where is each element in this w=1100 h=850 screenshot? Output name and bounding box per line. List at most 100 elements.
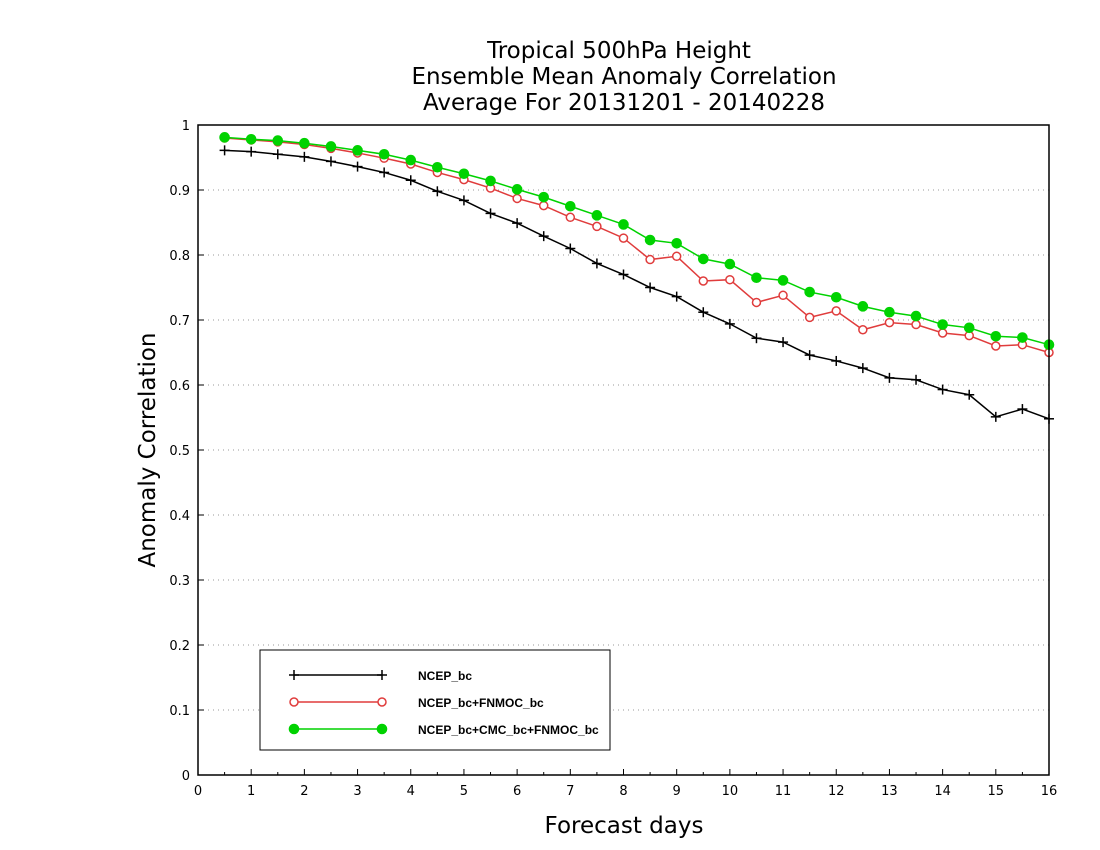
data-point-filled-circle bbox=[804, 286, 815, 298]
chart-title-line-3: Average For 20131201 - 20140228 bbox=[423, 90, 825, 116]
series-3 bbox=[219, 132, 1055, 351]
data-point-filled-circle bbox=[325, 141, 337, 152]
data-point-plus bbox=[884, 372, 895, 383]
x-axis-label: Forecast days bbox=[545, 813, 704, 839]
data-point-open-circle bbox=[937, 328, 948, 338]
data-point-filled-circle bbox=[378, 148, 390, 160]
data-point-plus bbox=[272, 149, 283, 160]
data-point-filled-circle bbox=[884, 306, 895, 318]
data-point-plus bbox=[289, 670, 299, 680]
data-point-open-circle bbox=[911, 319, 921, 330]
chart-title: Tropical 500hPa Height Ensemble Mean Ano… bbox=[411, 38, 836, 116]
data-point-filled-circle bbox=[485, 175, 496, 187]
data-point-plus bbox=[698, 307, 709, 318]
x-tick-label: 11 bbox=[775, 784, 792, 799]
series bbox=[219, 132, 1055, 424]
data-point-filled-circle bbox=[538, 191, 550, 203]
data-point-filled-circle bbox=[830, 291, 842, 303]
data-point-open-circle bbox=[884, 317, 895, 328]
axis-ticks bbox=[197, 124, 1050, 776]
x-tick-labels: 0 1 2 3 4 5 6 7 8 9 10 11 12 13 14 15 16 bbox=[194, 784, 1057, 799]
x-tick-label: 13 bbox=[881, 784, 898, 799]
legend-label: NCEP_bc+FNMOC_bc bbox=[418, 696, 544, 710]
data-point-plus bbox=[432, 186, 443, 197]
y-tick-label: 0.1 bbox=[169, 704, 190, 719]
data-point-plus bbox=[831, 355, 842, 366]
data-point-plus bbox=[246, 146, 257, 157]
x-tick-label: 8 bbox=[619, 784, 627, 799]
y-axis-label: Anomaly Correlation bbox=[135, 332, 161, 567]
data-point-open-circle bbox=[289, 697, 299, 707]
legend-entry: NCEP_bc bbox=[289, 669, 472, 683]
series-line bbox=[224, 136, 1050, 346]
data-point-filled-circle bbox=[857, 301, 869, 312]
data-point-filled-circle bbox=[511, 184, 523, 195]
data-point-open-circle bbox=[538, 200, 549, 211]
legend-entry: NCEP_bc+CMC_bc+FNMOC_bc bbox=[288, 723, 599, 737]
data-point-plus bbox=[591, 258, 602, 269]
data-point-filled-circle bbox=[565, 200, 576, 212]
y-tick-label: 0.4 bbox=[169, 509, 190, 524]
data-point-filled-circle bbox=[591, 210, 603, 221]
y-tick-label: 0.3 bbox=[169, 574, 190, 589]
data-point-plus bbox=[618, 269, 629, 280]
data-point-filled-circle bbox=[910, 310, 922, 322]
data-point-filled-circle bbox=[299, 137, 310, 149]
data-point-plus bbox=[671, 291, 682, 302]
data-point-plus bbox=[458, 195, 469, 206]
data-point-filled-circle bbox=[272, 135, 284, 146]
data-point-filled-circle bbox=[963, 322, 975, 334]
data-point-plus bbox=[937, 384, 948, 395]
x-tick-label: 4 bbox=[407, 784, 415, 799]
data-point-plus bbox=[325, 156, 336, 167]
x-tick-label: 2 bbox=[300, 784, 308, 799]
legend-label: NCEP_bc+CMC_bc+FNMOC_bc bbox=[418, 723, 599, 737]
data-point-plus bbox=[379, 167, 390, 178]
data-point-filled-circle bbox=[376, 723, 388, 735]
data-point-plus bbox=[964, 389, 975, 400]
x-tick-label: 10 bbox=[722, 784, 739, 799]
data-point-filled-circle bbox=[671, 238, 682, 249]
y-tick-label: 0 bbox=[182, 769, 190, 784]
data-point-open-circle bbox=[698, 276, 709, 286]
data-point-plus bbox=[724, 318, 735, 329]
chart-title-line-1: Tropical 500hPa Height bbox=[486, 38, 751, 64]
x-tick-label: 5 bbox=[460, 784, 468, 799]
data-point-filled-circle bbox=[618, 219, 629, 230]
data-point-open-circle bbox=[377, 697, 387, 707]
data-point-open-circle bbox=[751, 297, 762, 308]
data-point-open-circle bbox=[725, 274, 735, 285]
data-point-plus bbox=[538, 231, 549, 242]
data-point-plus bbox=[804, 350, 815, 361]
data-point-filled-circle bbox=[245, 134, 257, 145]
data-point-open-circle bbox=[831, 306, 841, 316]
data-point-plus bbox=[751, 333, 762, 344]
data-point-filled-circle bbox=[1017, 332, 1028, 343]
data-point-plus bbox=[911, 374, 922, 385]
x-tick-label: 7 bbox=[566, 784, 574, 799]
chart-title-line-2: Ensemble Mean Anomaly Correlation bbox=[411, 64, 836, 90]
grid bbox=[198, 189, 1049, 711]
legend-box bbox=[259, 649, 611, 751]
data-point-filled-circle bbox=[937, 319, 948, 330]
data-point-open-circle bbox=[778, 290, 788, 301]
data-point-open-circle bbox=[991, 341, 1001, 351]
data-point-plus bbox=[219, 145, 230, 156]
x-tick-label: 1 bbox=[247, 784, 255, 799]
data-point-plus bbox=[1017, 404, 1028, 415]
data-point-open-circle bbox=[645, 254, 655, 265]
data-point-plus bbox=[778, 337, 789, 348]
data-point-open-circle bbox=[592, 221, 602, 232]
y-tick-label: 0.2 bbox=[169, 639, 190, 654]
data-point-filled-circle bbox=[751, 272, 762, 284]
x-tick-label: 15 bbox=[988, 784, 1005, 799]
y-tick-label: 0.9 bbox=[169, 184, 190, 199]
data-point-filled-circle bbox=[432, 161, 443, 173]
y-tick-label: 0.8 bbox=[169, 249, 190, 264]
y-tick-label: 0.6 bbox=[169, 379, 190, 394]
data-point-filled-circle bbox=[288, 723, 300, 735]
data-point-plus bbox=[645, 282, 656, 293]
data-point-filled-circle bbox=[697, 253, 709, 265]
data-point-open-circle bbox=[671, 251, 682, 262]
